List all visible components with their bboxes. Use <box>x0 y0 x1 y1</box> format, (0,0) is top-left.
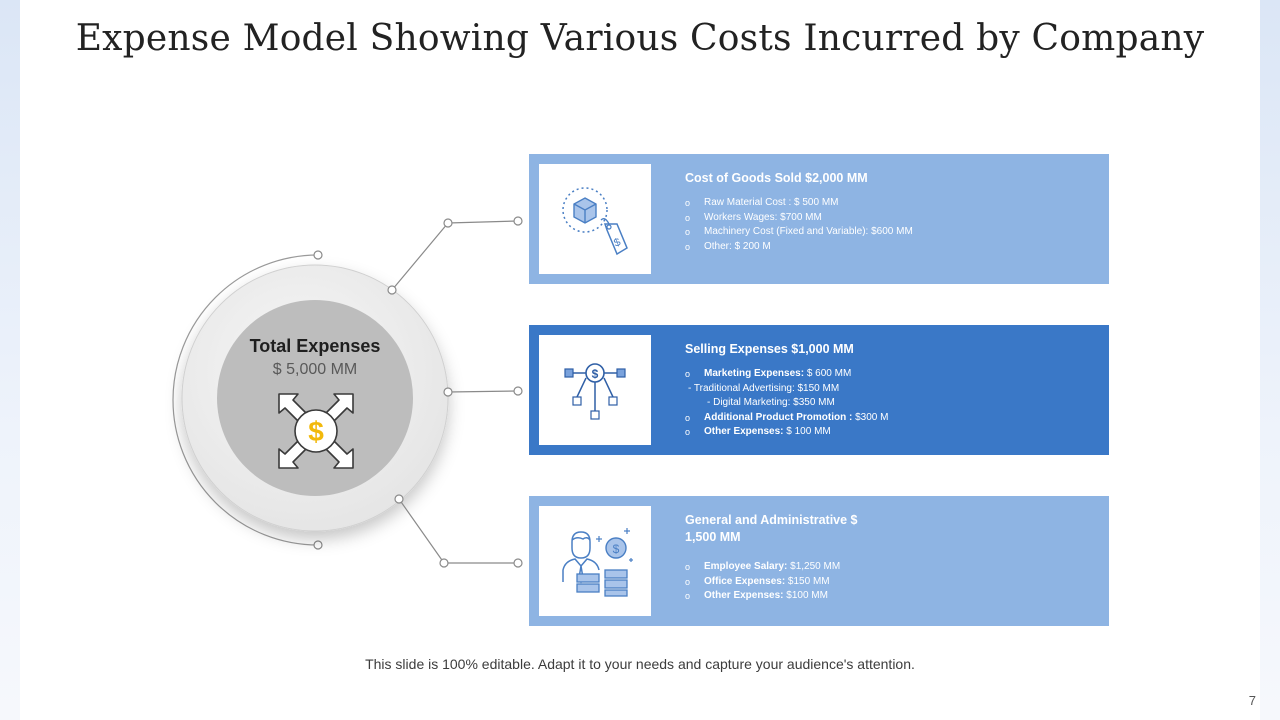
svg-text:$: $ <box>592 367 599 381</box>
inner-disc <box>217 300 413 496</box>
hub-title: Total Expenses <box>249 336 381 356</box>
arc-node-bottom <box>313 540 323 550</box>
footer-note: This slide is 100% editable. Adapt it to… <box>365 656 915 672</box>
icon-box: $ <box>539 335 651 445</box>
card-title: Selling Expenses $1,000 MM <box>685 342 854 356</box>
list-item: o Other Expenses: $ 100 MM <box>685 426 831 437</box>
svg-text:$: $ <box>308 416 324 447</box>
card-items: o Marketing Expenses: $ 600 MM - Traditio… <box>685 367 945 440</box>
box-price-tag-icon: $ <box>562 187 628 256</box>
icon-box: $ <box>539 506 651 616</box>
list-item: o Machinery Cost (Fixed and Variable): $6… <box>685 226 913 237</box>
dollar-arrows-icon: $ <box>278 393 354 469</box>
connector-top <box>387 216 523 295</box>
slide-title: Expense Model Showing Various Costs Incu… <box>75 18 1205 59</box>
card-general-admin: $ General and Administrative $ 1,500 MM … <box>529 496 1109 626</box>
arc-node-top <box>313 250 323 260</box>
list-item: o Employee Salary: $1,250 MM <box>685 561 841 572</box>
list-item: - Traditional Advertising: $150 MM <box>688 382 840 394</box>
list-item: o Raw Material Cost : $ 500 MM <box>685 197 839 208</box>
svg-text:$: $ <box>612 236 622 249</box>
icon-box: $ <box>539 164 651 274</box>
card-title: General and Administrative $ 1,500 MM <box>685 513 858 544</box>
card-title: Cost of Goods Sold $2,000 MM <box>685 171 868 185</box>
left-edge-band <box>0 0 20 720</box>
list-item: o Other: $ 200 M <box>685 240 771 252</box>
list-item: - Digital Marketing: $350 MM <box>707 397 835 408</box>
card-items: o Employee Salary: $1,250 MM o Office Expe… <box>685 560 945 604</box>
list-item: o Other Expenses: $100 MM <box>685 590 828 601</box>
list-item: o Marketing Expenses: $ 600 MM <box>685 368 852 379</box>
hub-value: $ 5,000 MM <box>272 361 358 378</box>
right-edge-band <box>1260 0 1280 720</box>
connector-bottom <box>394 494 523 568</box>
employee-money-icon: $ <box>562 528 633 597</box>
svg-text:$: $ <box>613 542 620 556</box>
card-selling-expenses: $ Selling Expenses $1,000 MM o Marketing … <box>529 325 1109 455</box>
list-item: o Office Expenses: $150 MM <box>685 575 830 587</box>
list-item: o Workers Wages: $700 MM <box>685 211 822 223</box>
dollar-network-icon: $ <box>564 363 626 420</box>
list-item: o Additional Product Promotion : $300 M <box>685 411 889 423</box>
card-cost-of-goods: $ Cost of Goods Sold $2,000 MM o Raw Mate… <box>529 154 1109 284</box>
page-number: 7 <box>1248 693 1256 708</box>
outer-arc <box>172 254 319 546</box>
connector-middle <box>443 386 523 397</box>
card-items: o Raw Material Cost : $ 500 MM o Workers W… <box>685 196 945 254</box>
